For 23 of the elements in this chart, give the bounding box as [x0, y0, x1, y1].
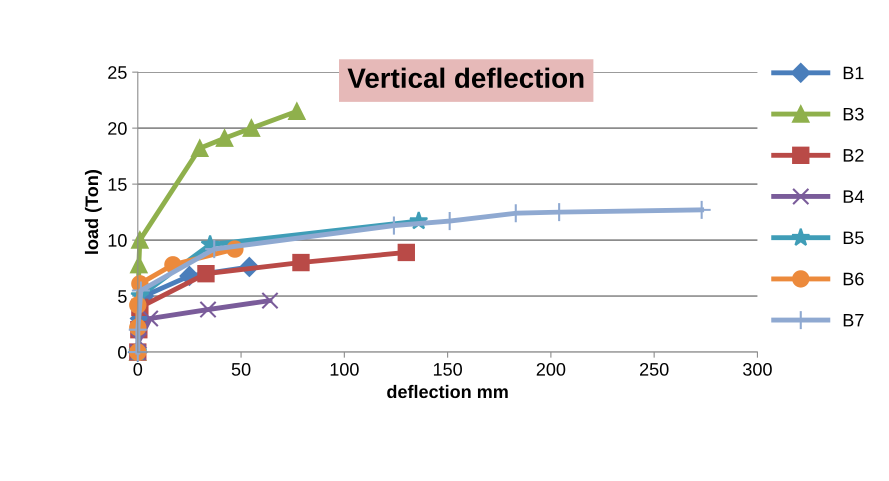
- y-tick-label: 5: [118, 290, 127, 303]
- x-axis-title: deflection mm: [387, 384, 508, 398]
- x-tick-label: 0: [133, 362, 142, 376]
- y-tick-label: 0: [118, 346, 127, 359]
- x-tick-label: 100: [330, 362, 359, 376]
- y-axis-title: load (Ton): [84, 170, 102, 254]
- x-tick-label: 150: [434, 362, 462, 376]
- x-tick-label: 50: [232, 362, 250, 376]
- y-tick-label: 20: [108, 122, 127, 135]
- y-tick-label: 10: [108, 234, 127, 247]
- legend-label: B4: [844, 190, 864, 203]
- legend-label: B6: [844, 272, 864, 286]
- legend-label: B2: [844, 148, 864, 162]
- x-tick-label: 250: [640, 362, 669, 376]
- x-tick-label: 300: [743, 362, 772, 376]
- y-tick-label: 15: [108, 178, 127, 191]
- x-tick-label: 200: [536, 362, 566, 376]
- y-tick-label: 25: [108, 66, 127, 79]
- chart-title: Vertical deflection: [348, 68, 584, 88]
- legend-label: B5: [844, 232, 864, 244]
- legend-label: B3: [844, 108, 864, 121]
- legend-label: B7: [844, 314, 864, 326]
- legend-label: B1: [844, 66, 864, 80]
